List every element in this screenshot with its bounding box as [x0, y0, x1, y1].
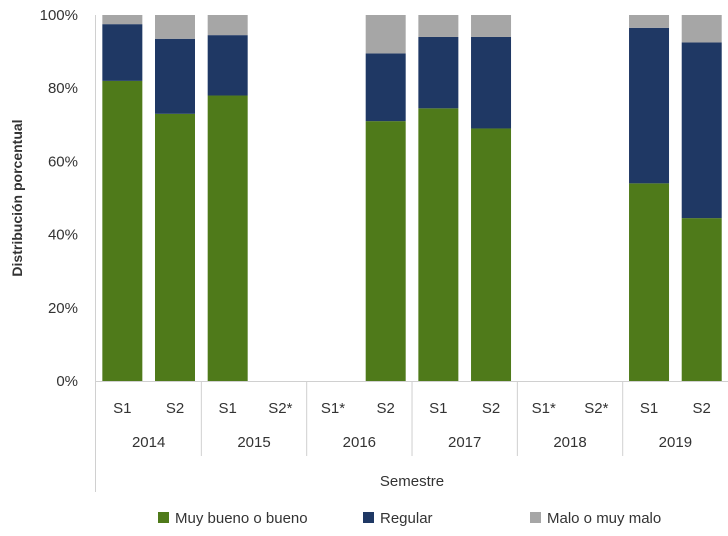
semester-label: S2*	[584, 400, 608, 417]
bar-segment	[155, 39, 195, 114]
bar-segment	[208, 96, 248, 381]
semester-label: S1	[429, 400, 447, 417]
bar-segment	[208, 15, 248, 35]
bar-segment	[102, 81, 142, 381]
bar-segment	[471, 15, 511, 37]
legend-label: Muy bueno o bueno	[175, 510, 308, 527]
semester-label: S2*	[268, 400, 292, 417]
legend: Muy bueno o bueno Regular Malo o muy malo	[158, 510, 661, 527]
y-tick-label: 40%	[48, 227, 78, 244]
bar-segment	[629, 28, 669, 184]
x-axis-title: Semestre	[380, 473, 444, 490]
year-label: 2019	[659, 434, 692, 451]
bar-segment	[418, 37, 458, 108]
semester-label: S1	[640, 400, 658, 417]
bar-segment	[102, 24, 142, 81]
year-label: 2018	[553, 434, 586, 451]
bar-segment	[418, 108, 458, 381]
year-label: 2016	[343, 434, 376, 451]
y-tick-label: 80%	[48, 80, 78, 97]
bars	[102, 15, 721, 381]
y-tick-label: 60%	[48, 153, 78, 170]
bar-segment	[682, 42, 722, 218]
semester-label: S2	[693, 400, 711, 417]
bar-segment	[471, 128, 511, 381]
bar-segment	[629, 183, 669, 381]
y-tick-label: 100%	[40, 7, 78, 24]
semester-label: S1	[113, 400, 131, 417]
bar-segment	[366, 53, 406, 121]
legend-swatch	[158, 512, 169, 523]
year-label: 2015	[237, 434, 270, 451]
semester-label: S1*	[532, 400, 556, 417]
bar-segment	[366, 15, 406, 53]
y-tick-label: 0%	[56, 373, 78, 390]
bar-segment	[155, 114, 195, 381]
bar-segment	[102, 15, 142, 24]
legend-label: Regular	[380, 510, 433, 527]
year-label: 2017	[448, 434, 481, 451]
bar-segment	[471, 37, 511, 128]
year-label: 2014	[132, 434, 165, 451]
y-tick-label: 20%	[48, 300, 78, 317]
bar-segment	[682, 218, 722, 381]
semester-label: S2	[482, 400, 500, 417]
y-axis-title: Distribución porcentual	[9, 119, 25, 276]
semester-label: S2	[377, 400, 395, 417]
bar-segment	[629, 15, 669, 28]
bar-segment	[366, 121, 406, 381]
bar-segment	[208, 35, 248, 95]
semester-label: S1*	[321, 400, 345, 417]
semester-label: S2	[166, 400, 184, 417]
y-axis-ticks: 0% 20% 40% 60% 80% 100%	[40, 7, 78, 390]
legend-swatch	[530, 512, 541, 523]
bar-segment	[682, 15, 722, 42]
legend-label: Malo o muy malo	[547, 510, 661, 527]
semester-label: S1	[218, 400, 236, 417]
bar-segment	[418, 15, 458, 37]
legend-swatch	[363, 512, 374, 523]
bar-segment	[155, 15, 195, 39]
